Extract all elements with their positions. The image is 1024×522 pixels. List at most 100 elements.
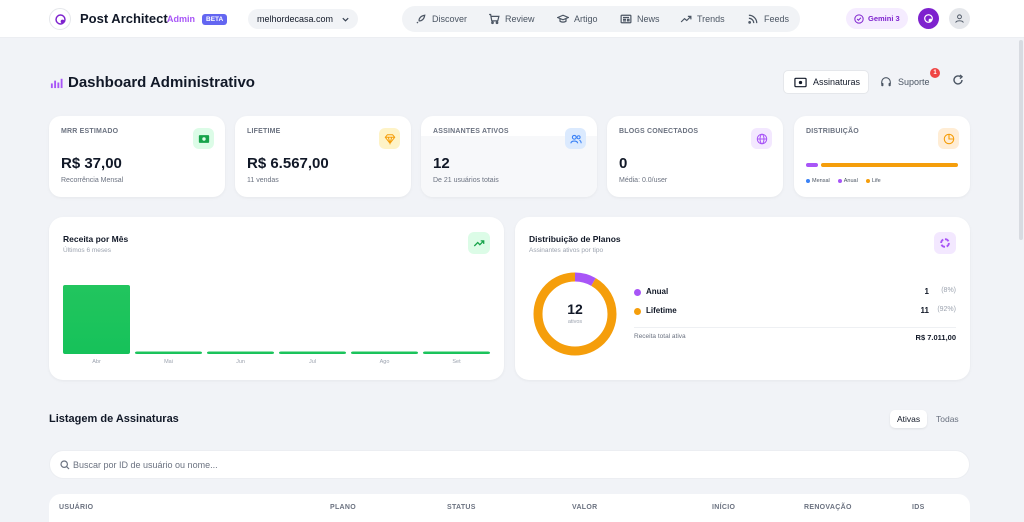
menu-item-news[interactable]: News	[620, 6, 660, 32]
panel-title: Receita por Mês	[63, 234, 129, 244]
legend-item: Mensal	[806, 178, 830, 184]
x-tick-label: Ago	[380, 359, 390, 365]
revenue-bar[interactable]	[63, 285, 130, 354]
support-notification-badge: 1	[930, 68, 940, 78]
site-selector[interactable]: melhordecasa.com	[248, 9, 358, 29]
admin-label: Admin	[167, 14, 195, 24]
user-avatar-icon[interactable]	[949, 8, 970, 29]
money-icon	[794, 77, 807, 87]
graduation-cap-icon	[557, 14, 569, 23]
column-header-valor[interactable]: VALOR	[572, 504, 598, 511]
plan-percent: (92%)	[937, 306, 956, 313]
revenue-bar[interactable]	[207, 351, 274, 355]
check-badge-icon	[854, 13, 864, 24]
menu-item-review[interactable]: Review	[488, 6, 535, 32]
bar-chart-icon	[50, 78, 63, 89]
menu-item-trends[interactable]: Trends	[680, 6, 725, 32]
support-button[interactable]: Suporte	[876, 70, 936, 94]
brand-logo-icon[interactable]	[49, 8, 71, 30]
globe-icon	[751, 128, 772, 149]
plans-donut-chart	[533, 272, 617, 356]
site-selector-value: melhordecasa.com	[257, 14, 334, 24]
revenue-bar[interactable]	[423, 351, 490, 355]
stat-value: R$ 37,00	[61, 155, 122, 172]
listing-title: Listagem de Assinaturas	[49, 413, 179, 425]
rocket-icon	[416, 14, 426, 24]
stat-subtitle: Recorrência Mensal	[61, 177, 124, 184]
users-icon	[565, 128, 586, 149]
donut-center-label: ativos	[567, 319, 583, 325]
menu-label: Discover	[432, 14, 468, 24]
column-header-inicio[interactable]: INÍCIO	[712, 504, 736, 511]
plan-count: 11	[920, 306, 929, 315]
x-tick-label: Abr	[92, 359, 101, 365]
column-header-plano[interactable]: PLANO	[330, 504, 356, 511]
panel-subtitle: Últimos 6 meses	[63, 247, 112, 254]
tab-todas[interactable]: Todas	[936, 414, 959, 424]
support-button-label: Suporte	[898, 77, 930, 87]
brand-title[interactable]: Post Architect	[80, 11, 168, 26]
panel-title: Distribuição de Planos	[529, 234, 621, 244]
pie-chart-icon	[938, 128, 959, 149]
menu-item-feeds[interactable]: Feeds	[747, 6, 789, 32]
subscriptions-table: USUÁRIO PLANO STATUS VALOR INÍCIO RENOVA…	[49, 494, 970, 522]
distribution-bar-anual	[806, 163, 818, 167]
headset-icon	[881, 77, 891, 87]
revenue-bar-chart-svg: Abr Mai Jun Jul Ago Set	[63, 285, 490, 365]
legend-item: Anual	[837, 178, 858, 184]
stat-value: R$ 6.567,00	[247, 155, 329, 172]
stat-subtitle: 11 vendas	[247, 177, 279, 184]
plan-name: Lifetime	[646, 306, 677, 315]
menu-item-discover[interactable]: Discover	[415, 6, 467, 32]
page-title: Dashboard Administrativo	[68, 74, 255, 91]
stat-label: LIFETIME	[247, 128, 281, 135]
main-menu: Discover Review Artigo News Trends Feeds	[402, 6, 800, 32]
revenue-bar[interactable]	[351, 351, 418, 355]
money-icon	[193, 128, 214, 149]
stat-value: 12	[433, 155, 450, 172]
plan-dot	[634, 308, 641, 315]
plan-count: 1	[924, 287, 929, 296]
stat-label: BLOGS CONECTADOS	[619, 128, 699, 135]
gemini-model-badge[interactable]: Gemini 3	[846, 8, 908, 29]
search-icon	[60, 460, 70, 470]
search-input[interactable]	[73, 457, 933, 473]
search-bar	[49, 450, 970, 479]
revenue-bar[interactable]	[279, 351, 346, 355]
x-tick-label: Jul	[309, 359, 316, 365]
column-header-ids[interactable]: IDS	[912, 504, 925, 511]
revenue-bar[interactable]	[135, 351, 202, 355]
stat-label: ASSINANTES ATIVOS	[433, 128, 509, 135]
stat-subtitle: De 21 usuários totais	[433, 177, 499, 184]
revenue-chart-panel: Receita por Mês Últimos 6 meses Abr Mai Ju…	[49, 217, 504, 380]
tab-ativas[interactable]: Ativas	[890, 410, 928, 428]
column-header-usuario[interactable]: USUÁRIO	[59, 504, 94, 511]
distribution-bar-life	[821, 163, 958, 167]
column-header-status[interactable]: STATUS	[447, 504, 476, 511]
plan-row-anual: Anual 1 (8%)	[634, 287, 956, 299]
stat-subtitle: Média: 0.0/user	[619, 177, 668, 184]
stat-value: 0	[619, 155, 628, 172]
scrollbar-thumb[interactable]	[1019, 40, 1023, 240]
stat-card-active-subscribers: ASSINANTES ATIVOS 12 De 21 usuários tota…	[421, 116, 597, 197]
subscriptions-button-label: Assinaturas	[813, 77, 861, 87]
menu-item-artigo[interactable]: Artigo	[557, 6, 598, 32]
donut-center-value: 12	[567, 301, 583, 317]
trending-up-icon	[680, 15, 692, 23]
column-header-renovacao[interactable]: RENOVAÇÃO	[804, 504, 852, 511]
refresh-icon[interactable]	[952, 74, 964, 86]
menu-label: Trends	[697, 14, 725, 24]
donut-slice-lifetime[interactable]	[533, 272, 617, 356]
plans-distribution-panel: Distribuição de Planos Assinantes ativos…	[515, 217, 970, 380]
plan-dot	[634, 289, 641, 296]
total-revenue-value: R$ 7.011,00	[915, 333, 956, 342]
diamond-icon	[379, 128, 400, 149]
cart-icon	[489, 13, 500, 25]
brand-avatar-icon[interactable]	[918, 8, 939, 29]
stat-card-connected-blogs: BLOGS CONECTADOS 0 Média: 0.0/user	[607, 116, 783, 197]
x-tick-label: Mai	[164, 359, 173, 365]
scrollbar-track[interactable]	[1017, 38, 1024, 522]
newspaper-icon	[620, 14, 632, 24]
subscriptions-button[interactable]: Assinaturas	[783, 70, 869, 94]
beta-badge: BETA	[202, 14, 228, 25]
